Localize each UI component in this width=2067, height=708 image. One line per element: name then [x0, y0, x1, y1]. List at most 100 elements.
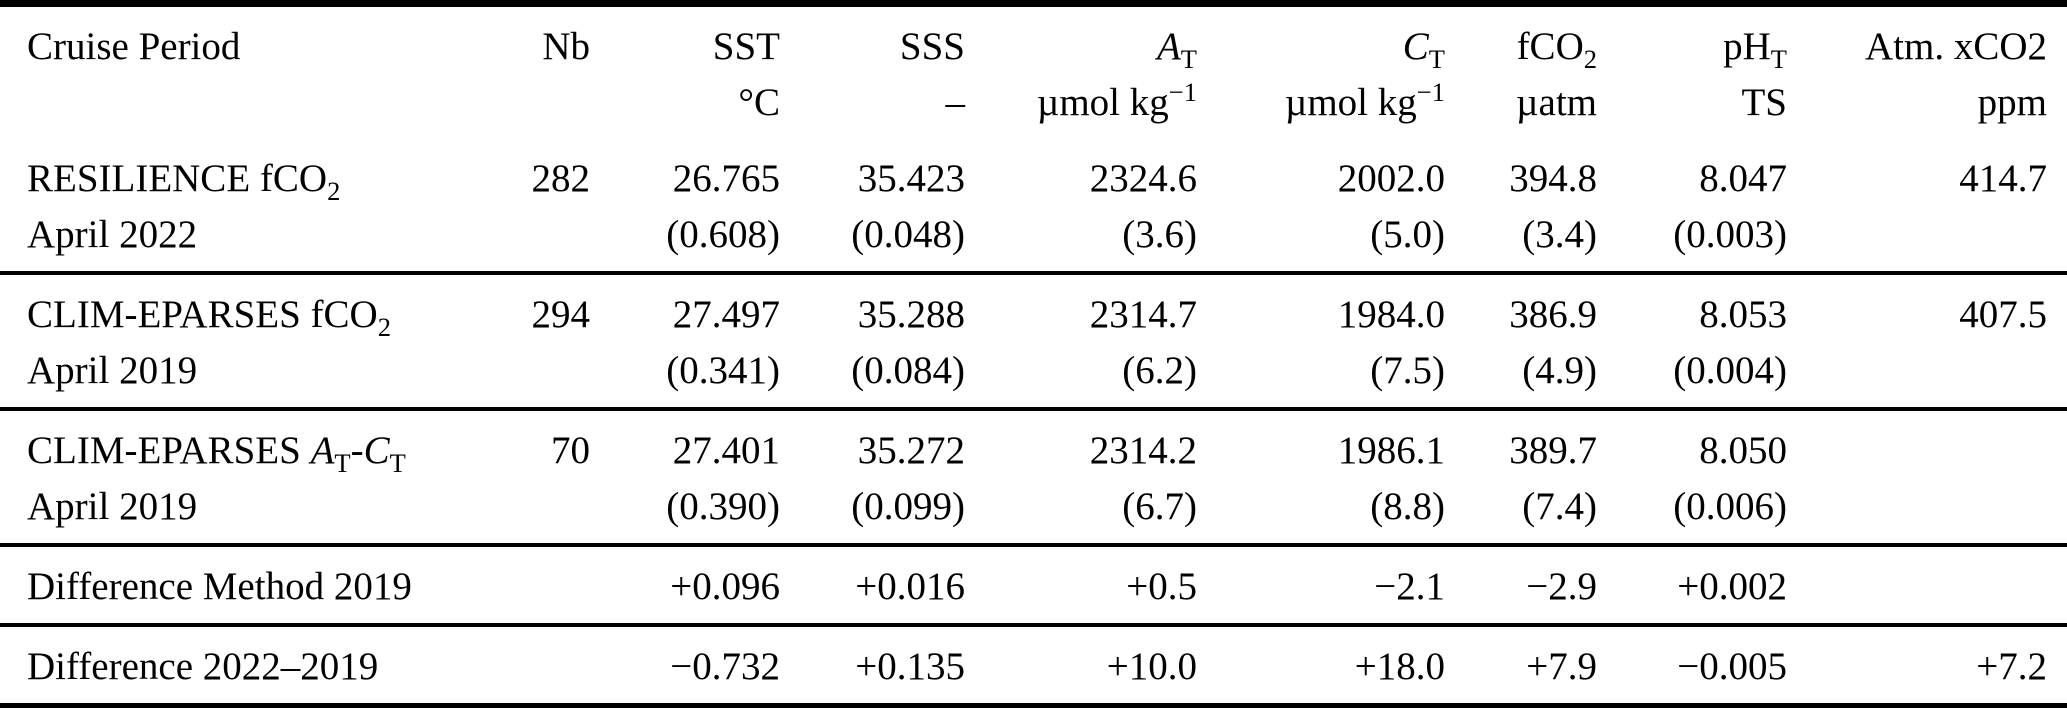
value: 386.9 [1509, 293, 1597, 336]
cell-sst: 27.497 (0.341) [590, 273, 780, 409]
uncertainty: (8.8) [1370, 485, 1445, 528]
cell-pht: +0.002 [1597, 545, 1787, 625]
cell-fco2: 386.9 (4.9) [1445, 273, 1597, 409]
cell-fco2: 389.7 (7.4) [1445, 409, 1597, 545]
cell-cruise-period: CLIM-EPARSES AT-CT April 2019 [0, 409, 440, 545]
value: 27.497 [672, 293, 780, 336]
value: 1986.1 [1337, 429, 1445, 472]
cruise-name: CLIM-EPARSES AT-CT [27, 429, 406, 478]
cell-sst: 26.765 (0.608) [590, 139, 780, 273]
cell-xco2 [1787, 409, 2067, 545]
cruise-name: Difference Method 2019 [27, 565, 412, 608]
cell-sst: −0.732 [590, 625, 780, 706]
uncertainty: (3.6) [1122, 213, 1197, 256]
table-row-clim-eparses-at-ct: CLIM-EPARSES AT-CT April 2019 70 27.401 … [0, 409, 2067, 545]
cell-nb [440, 545, 590, 625]
uncertainty: (0.341) [666, 349, 780, 392]
cell-nb: 294 [531, 293, 591, 336]
uncertainty: (3.4) [1522, 213, 1597, 256]
cell-xco2: 407.5 [1959, 293, 2047, 336]
header-unit: °C [738, 81, 780, 124]
header-label: Nb [542, 25, 590, 68]
header-label: SSS [899, 25, 965, 68]
value: +0.016 [855, 565, 965, 608]
cell-ct: +18.0 [1197, 625, 1445, 706]
value: 394.8 [1509, 157, 1597, 200]
header-label: fCO2 [1516, 25, 1597, 74]
cell-xco2: 414.7 [1959, 157, 2047, 200]
column-header-pht: pHT TS [1597, 4, 1787, 140]
column-header-atm-xco2: Atm. xCO2 ppm [1787, 4, 2067, 140]
value: 2324.6 [1089, 157, 1197, 200]
value: 2314.7 [1089, 293, 1197, 336]
cell-fco2: −2.9 [1445, 545, 1597, 625]
uncertainty: (7.5) [1370, 349, 1445, 392]
uncertainty: (0.608) [666, 213, 780, 256]
uncertainty: (0.390) [666, 485, 780, 528]
uncertainty: (0.099) [851, 485, 965, 528]
header-label: CT [1402, 25, 1445, 74]
table-header: Cruise Period Nb SST °C SSS – AT µmol kg… [0, 4, 2067, 140]
cell-pht: 8.053 (0.004) [1597, 273, 1787, 409]
value: 2314.2 [1089, 429, 1197, 472]
cell-cruise-period: CLIM-EPARSES fCO2 April 2019 [0, 273, 440, 409]
cell-at: +10.0 [965, 625, 1197, 706]
uncertainty: (4.9) [1522, 349, 1597, 392]
header-label: AT [1156, 25, 1197, 74]
value: +0.135 [855, 645, 965, 688]
cell-fco2: 394.8 (3.4) [1445, 139, 1597, 273]
cell-sst: 27.401 (0.390) [590, 409, 780, 545]
cell-pht: 8.047 (0.003) [1597, 139, 1787, 273]
cell-pht: 8.050 (0.006) [1597, 409, 1787, 545]
value: 8.053 [1699, 293, 1787, 336]
value: −0.732 [670, 645, 780, 688]
column-header-fco2: fCO2 µatm [1445, 4, 1597, 140]
column-header-nb: Nb [440, 4, 590, 140]
header-unit: µmol kg−1 [1036, 77, 1197, 124]
cell-nb: 282 [531, 157, 591, 200]
cell-ct: 1986.1 (8.8) [1197, 409, 1445, 545]
header-label: SST [712, 25, 780, 68]
value: 8.050 [1699, 429, 1787, 472]
column-header-sss: SSS – [780, 4, 965, 140]
header-label: Cruise Period [27, 25, 241, 68]
uncertainty: (0.084) [851, 349, 965, 392]
uncertainty: (5.0) [1370, 213, 1445, 256]
header-unit: TS [1741, 81, 1787, 124]
value: 8.047 [1699, 157, 1787, 200]
uncertainty: (7.4) [1522, 485, 1597, 528]
cell-sst: +0.096 [590, 545, 780, 625]
table-row-clim-eparses-fco2: CLIM-EPARSES fCO2 April 2019 294 27.497 … [0, 273, 2067, 409]
value: 35.272 [857, 429, 965, 472]
column-header-at: AT µmol kg−1 [965, 4, 1197, 140]
uncertainty: (0.006) [1673, 485, 1787, 528]
value: 26.765 [672, 157, 780, 200]
cruise-period: April 2019 [27, 485, 198, 528]
cell-at: +0.5 [965, 545, 1197, 625]
table-row-difference-2022-2019: Difference 2022–2019 −0.732 +0.135 +10.0… [0, 625, 2067, 706]
uncertainty: (0.004) [1673, 349, 1787, 392]
uncertainty: (6.2) [1122, 349, 1197, 392]
cell-cruise-period: Difference 2022–2019 [0, 625, 440, 706]
cruise-name: RESILIENCE fCO2 [27, 157, 341, 206]
cell-sss: 35.288 (0.084) [780, 273, 965, 409]
uncertainty: (6.7) [1122, 485, 1197, 528]
value: +18.0 [1354, 645, 1445, 688]
header-unit: – [945, 81, 966, 124]
value: −2.9 [1526, 565, 1597, 608]
cell-ct: −2.1 [1197, 545, 1445, 625]
cell-cruise-period: Difference Method 2019 [0, 545, 440, 625]
value: 2002.0 [1337, 157, 1445, 200]
header-row: Cruise Period Nb SST °C SSS – AT µmol kg… [0, 4, 2067, 140]
value: 27.401 [672, 429, 780, 472]
header-label: pHT [1723, 25, 1787, 74]
value: +0.5 [1126, 565, 1197, 608]
header-unit: ppm [1977, 81, 2047, 124]
uncertainty: (0.048) [851, 213, 965, 256]
cell-at: 2314.2 (6.7) [965, 409, 1197, 545]
cell-pht: −0.005 [1597, 625, 1787, 706]
cell-ct: 2002.0 (5.0) [1197, 139, 1445, 273]
value: +0.096 [670, 565, 780, 608]
cruise-name: CLIM-EPARSES fCO2 [27, 293, 391, 342]
